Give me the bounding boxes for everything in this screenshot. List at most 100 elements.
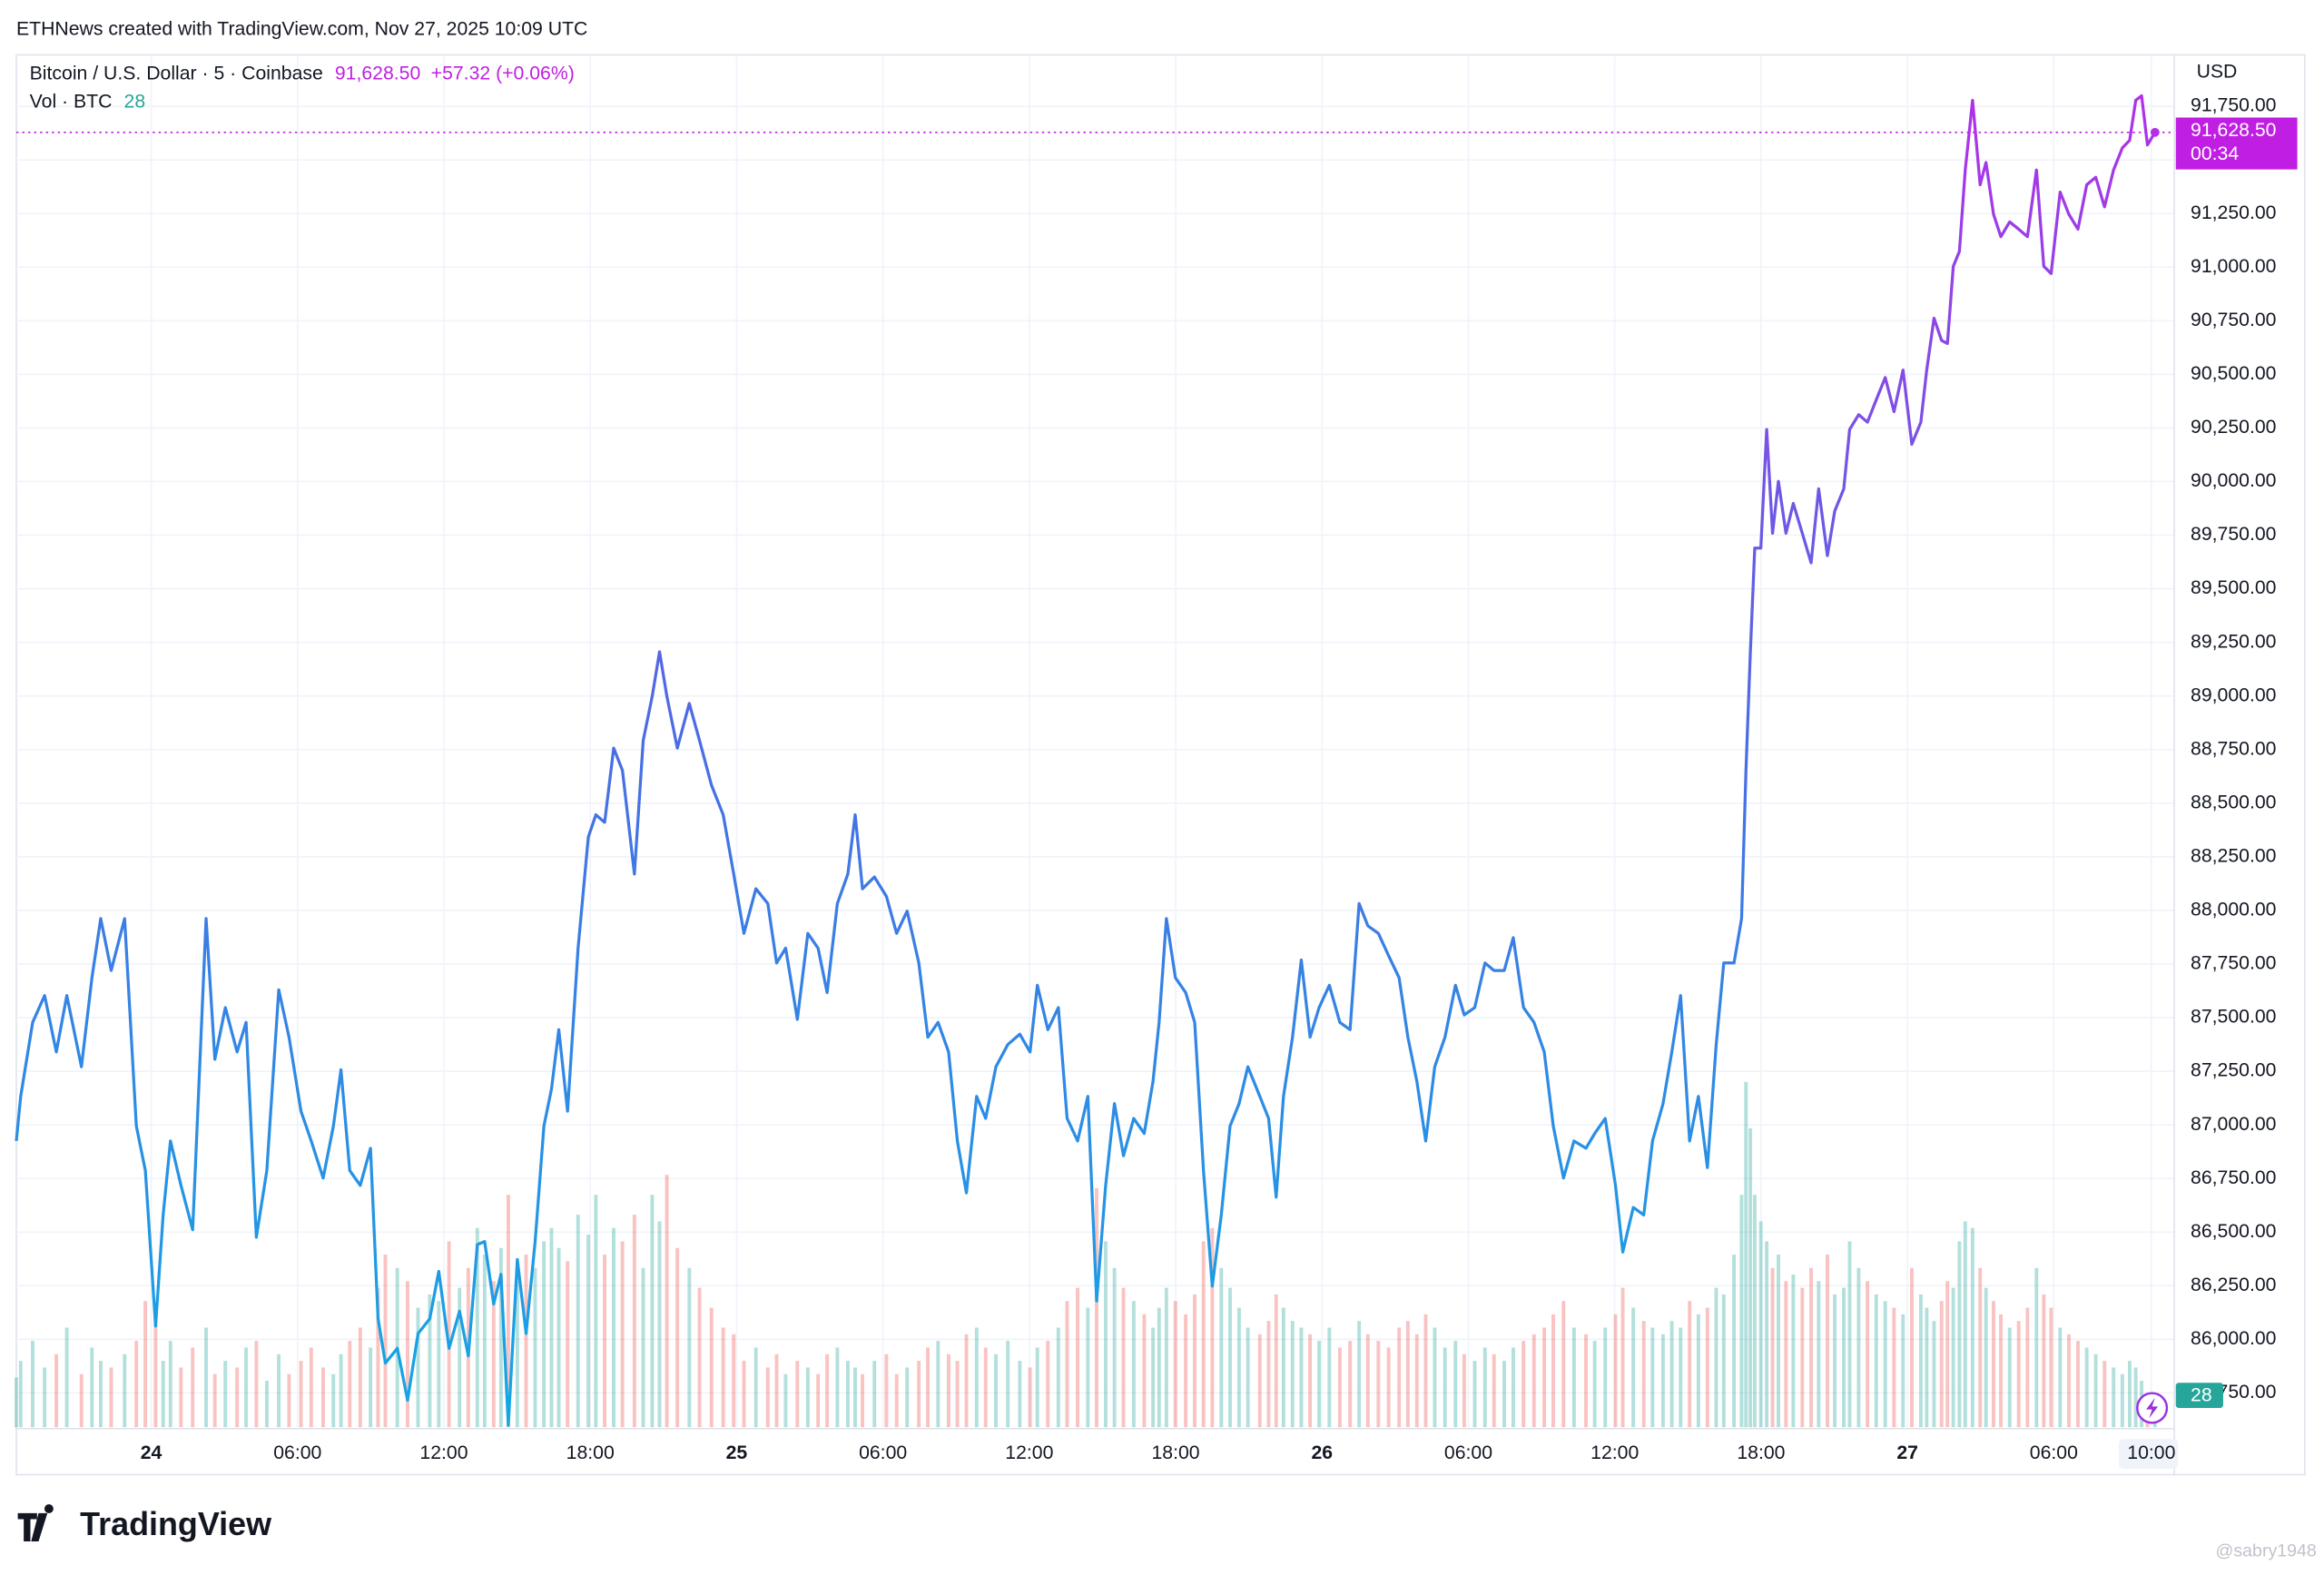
volume-bar: [845, 1361, 850, 1428]
volume-bar: [1758, 1221, 1763, 1428]
volume-bar: [1641, 1321, 1646, 1428]
volume-bar: [1721, 1294, 1726, 1428]
y-tick-label: 86,000.00: [2191, 1328, 2276, 1349]
volume-bar: [2034, 1267, 2039, 1428]
volume-bar: [1028, 1367, 1032, 1428]
volume-bar: [1257, 1334, 1262, 1428]
volume-bar: [556, 1247, 561, 1428]
volume-bar: [1883, 1301, 1887, 1428]
volume-bar: [620, 1241, 625, 1428]
volume-bar: [1131, 1301, 1136, 1428]
legend-price: 91,628.50: [335, 63, 420, 84]
volume-bar: [191, 1347, 195, 1428]
volume-bar: [884, 1354, 889, 1428]
volume-bar: [1791, 1274, 1796, 1428]
volume-bar: [15, 1377, 18, 1428]
volume-bar: [1847, 1241, 1852, 1428]
volume-bar: [1705, 1307, 1709, 1428]
volume-bar: [1531, 1334, 1536, 1428]
x-tick-label: 25: [726, 1442, 748, 1463]
volume-bar: [709, 1307, 714, 1428]
x-tick-label: 27: [1896, 1442, 1918, 1463]
volume-bar: [524, 1255, 528, 1428]
volume-bar: [1809, 1267, 1813, 1428]
volume-bar: [98, 1361, 103, 1428]
y-tick-label: 90,750.00: [2191, 310, 2276, 330]
volume-bar: [1414, 1334, 1419, 1428]
volume-bar: [161, 1361, 165, 1428]
volume-bar: [264, 1381, 269, 1428]
y-tick-label: 90,500.00: [2191, 363, 2276, 384]
y-tick-label: 88,250.00: [2191, 845, 2276, 866]
volume-bar: [1076, 1287, 1080, 1428]
volume-bar: [1266, 1321, 1271, 1428]
volume-bar: [650, 1195, 655, 1428]
header: ETHNews created with TradingView.com, No…: [16, 18, 587, 39]
x-tick-label: 12:00: [1005, 1442, 1053, 1463]
volume-bar: [1462, 1354, 1466, 1428]
volume-bar: [1246, 1327, 1250, 1428]
volume-bar: [1714, 1287, 1718, 1428]
volume-bar: [853, 1367, 857, 1428]
volume-bar: [1046, 1341, 1050, 1428]
volume-bar: [134, 1341, 139, 1428]
volume-bar: [1932, 1321, 1936, 1428]
y-tick-label: 88,500.00: [2191, 792, 2276, 812]
volume-bar: [1963, 1221, 1967, 1428]
volume-bar: [1151, 1327, 1156, 1428]
volume-bar: [1892, 1307, 1896, 1428]
volume-bar: [31, 1341, 34, 1428]
volume-bar: [1992, 1301, 1995, 1428]
volume-bar: [1744, 1081, 1748, 1428]
y-tick-label: 91,000.00: [2191, 256, 2276, 277]
volume-bar: [1274, 1294, 1278, 1428]
volume-bar: [1018, 1361, 1022, 1428]
volume-bar: [1688, 1301, 1692, 1428]
volume-bar: [1739, 1195, 1744, 1428]
volume-bar: [299, 1361, 303, 1428]
volume-bar: [1201, 1241, 1206, 1428]
legend-volume-name: Vol · BTC: [30, 91, 113, 112]
volume-bar: [1472, 1361, 1477, 1428]
volume-bar: [1348, 1341, 1353, 1428]
volume-bar: [612, 1227, 615, 1428]
volume-bar: [1164, 1287, 1168, 1428]
volume-bar: [1142, 1314, 1147, 1428]
y-tick-label: 86,750.00: [2191, 1167, 2276, 1188]
volume-bar: [428, 1294, 432, 1428]
volume-bar: [309, 1347, 313, 1428]
volume-bar: [1423, 1314, 1428, 1428]
volume-bar: [1833, 1294, 1837, 1428]
volume-bar: [1679, 1327, 1683, 1428]
axes-layer: 85,750.0086,000.0086,250.0086,500.0086,7…: [141, 95, 2298, 1469]
volume-bar: [994, 1354, 998, 1428]
volume-bar: [835, 1347, 840, 1428]
volume-bar: [1121, 1287, 1126, 1428]
volume-bar: [1443, 1347, 1447, 1428]
volume-bar: [79, 1373, 84, 1428]
y-tick-label: 86,500.00: [2191, 1221, 2276, 1242]
volume-bar: [586, 1235, 591, 1428]
volume-bar: [1397, 1327, 1402, 1428]
volume-bar: [1184, 1314, 1188, 1428]
volume-bar: [926, 1347, 931, 1428]
volume-bar: [348, 1341, 352, 1428]
volume-bar: [1173, 1301, 1177, 1428]
y-tick-label: 91,750.00: [2191, 95, 2276, 116]
volume-bar: [515, 1274, 519, 1428]
volume-layer: [15, 1081, 2157, 1428]
volume-bar: [2025, 1307, 2030, 1428]
volume-bar: [2007, 1327, 2012, 1428]
volume-bar: [1777, 1255, 1780, 1428]
volume-bar: [542, 1241, 547, 1428]
volume-bar: [974, 1327, 979, 1428]
volume-bar: [1193, 1294, 1196, 1428]
volume-bar: [1910, 1267, 1914, 1428]
volume-bar: [143, 1301, 148, 1428]
x-tick-label: 24: [141, 1442, 162, 1463]
volume-bar: [1006, 1341, 1010, 1428]
volume-bar: [1405, 1321, 1410, 1428]
volume-bar: [405, 1281, 409, 1428]
volume-bar: [458, 1287, 462, 1428]
